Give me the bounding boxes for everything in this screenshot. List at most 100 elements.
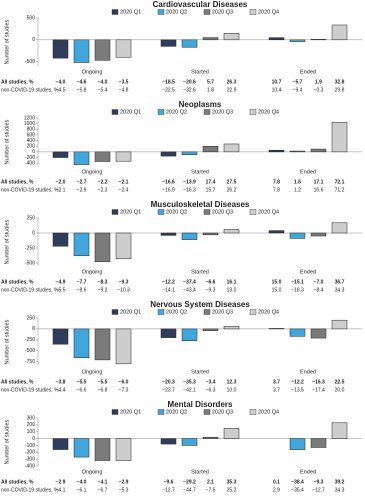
legend-swatch <box>111 9 119 15</box>
table-cell: −7.0 <box>314 279 324 285</box>
x-tick-label: Ended <box>300 369 316 375</box>
bar <box>202 436 219 439</box>
panel: Mental Disorders 2020 Q1 2020 Q2 2020 Q3 202… <box>1 400 362 493</box>
legend-label: 2020 Q1 <box>120 309 141 315</box>
table-cell: 0.1 <box>273 479 280 485</box>
legend-label: 2020 Q4 <box>258 9 279 15</box>
table-cell: −13.5 <box>291 387 304 393</box>
x-tick-label: Ended <box>300 169 316 175</box>
table-cell: 15.7 <box>206 187 216 193</box>
y-tick-label: 100 <box>27 429 36 435</box>
legend-swatch <box>203 409 211 415</box>
table-cell: 34.3 <box>335 487 345 493</box>
y-tick-label: 0 <box>32 436 35 442</box>
table-cell: −8.3 <box>98 279 108 285</box>
table-cell: 10.0 <box>227 387 237 393</box>
bar <box>181 328 198 341</box>
legend-swatch <box>157 409 165 415</box>
bar <box>289 328 306 337</box>
table-cell: 26.3 <box>227 79 237 85</box>
bar <box>52 39 69 59</box>
table-cell: 1.6 <box>294 179 301 185</box>
x-tick-label: Started <box>191 469 209 475</box>
table-cell: 1.8 <box>207 87 214 93</box>
bar <box>94 232 111 263</box>
bar <box>289 150 306 153</box>
bar <box>223 229 240 234</box>
table-cell: −7.5 <box>206 487 216 493</box>
legend-swatch <box>157 9 165 15</box>
bar <box>268 230 285 234</box>
bar <box>310 232 327 237</box>
bar <box>160 151 177 157</box>
table-cell: −5.5 <box>77 379 87 385</box>
table-cell: −12.7 <box>162 487 175 493</box>
table-cell: −18.5 <box>162 79 175 85</box>
table-cell: 3.7 <box>273 379 280 385</box>
bar <box>181 151 198 155</box>
y-tick-label: 200 <box>27 422 36 428</box>
table-cell: −4.8 <box>119 87 129 93</box>
bar <box>310 148 327 153</box>
y-axis-label: Number of studies <box>4 319 10 364</box>
table-cell: 26.2 <box>227 187 237 193</box>
legend-swatch <box>111 209 119 215</box>
table-cell: 72.1 <box>335 179 345 185</box>
table-cell: −32.6 <box>183 87 196 93</box>
table-cell: −4.0 <box>56 79 66 85</box>
table-cell: −12.7 <box>312 487 325 493</box>
legend-swatch <box>111 309 119 315</box>
table-cell: −7.7 <box>77 279 87 285</box>
table-row-label: non-COVID-19 studies, % <box>1 487 59 493</box>
legend-label: 2020 Q1 <box>120 9 141 15</box>
table-cell: 22.5 <box>335 379 345 385</box>
table-row-label: non-COVID-19 studies, % <box>1 187 59 193</box>
chart-title: Neoplasms <box>179 100 222 109</box>
y-tick-label: -200 <box>25 155 35 161</box>
legend-label: 2020 Q2 <box>166 409 187 415</box>
legend-label: 2020 Q1 <box>120 209 141 215</box>
bar <box>115 232 132 260</box>
table-cell: −2.0 <box>56 179 66 185</box>
chart-title: Cardiovascular Diseases <box>153 0 248 9</box>
y-tick-label: 0 <box>32 37 35 43</box>
table-cell: 16.1 <box>227 279 237 285</box>
y-tick-label: 800 <box>27 127 36 133</box>
y-tick-label: 200 <box>27 144 36 150</box>
table-cell: −10.3 <box>117 287 130 293</box>
table-cell: −2.4 <box>119 187 129 193</box>
bar <box>115 39 132 58</box>
table-cell: −15.1 <box>291 279 304 285</box>
legend-swatch <box>249 109 257 115</box>
y-tick-label: -400 <box>25 161 35 167</box>
bar <box>331 222 348 234</box>
y-tick-label: -500 <box>25 348 35 354</box>
chart-title: Nervous System Diseases <box>150 300 250 309</box>
y-tick-label: 300 <box>27 415 36 421</box>
table-cell: −0.3 <box>314 87 324 93</box>
y-tick-label: -300 <box>25 456 35 462</box>
table-cell: −2.9 <box>77 187 87 193</box>
panel: Musculoskeletal Diseases 2020 Q1 2020 Q2 20… <box>1 200 362 293</box>
table-cell: −2.3 <box>98 187 108 193</box>
legend-swatch <box>157 209 165 215</box>
table-cell: −9.6 <box>164 479 174 485</box>
legend-label: 2020 Q2 <box>166 9 187 15</box>
chart-title: Mental Disorders <box>168 400 233 409</box>
table-cell: −35.4 <box>291 487 304 493</box>
table-cell: −5.4 <box>98 87 108 93</box>
bar <box>73 232 90 257</box>
table-row-label: All studies, % <box>1 379 34 385</box>
table-cell: 3.7 <box>273 387 280 393</box>
table-row-label: non-COVID-19 studies, % <box>1 387 59 393</box>
legend-swatch <box>203 109 211 115</box>
x-tick-label: Started <box>191 69 209 75</box>
table-cell: −7.3 <box>119 387 129 393</box>
legend-label: 2020 Q4 <box>258 309 279 315</box>
bar <box>160 328 177 338</box>
bar <box>310 438 327 448</box>
table-cell: −4.6 <box>77 79 87 85</box>
bar <box>115 328 132 365</box>
bar <box>73 39 90 63</box>
table-cell: −17.4 <box>312 387 325 393</box>
